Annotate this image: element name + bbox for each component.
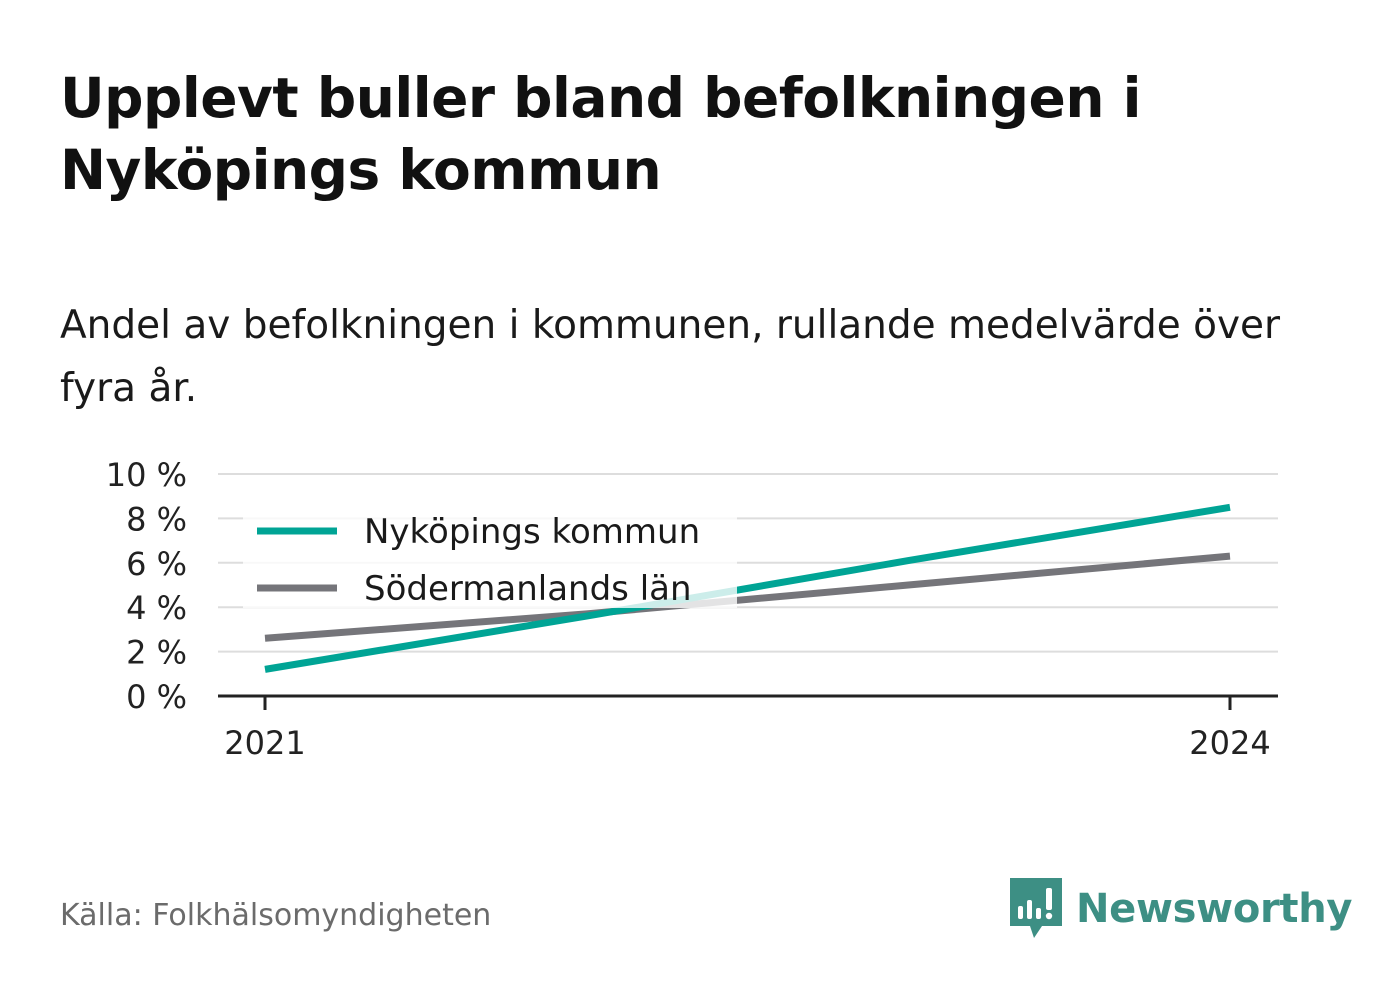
- chart-title: Upplevt buller bland befolkningen i Nykö…: [60, 66, 1141, 202]
- series-line: [264, 552, 1231, 642]
- y-tick-label: 0 %: [126, 678, 187, 716]
- y-tick-label: 8 %: [126, 500, 187, 538]
- line-chart: 0 % 2 % 4 % 6 % 8 % 10 % Nyköpings kommun Söde…: [106, 456, 1278, 762]
- source-note: Källa: Folkhälsomyndigheten: [60, 898, 492, 933]
- newsworthy-logo-icon: [1010, 878, 1062, 938]
- series-line: [264, 503, 1231, 673]
- x-axis: 2021 2024: [218, 694, 1278, 762]
- y-tick-label: 10 %: [106, 456, 187, 494]
- series-lines: [264, 503, 1231, 673]
- y-axis-ticks: 0 % 2 % 4 % 6 % 8 % 10 %: [106, 456, 187, 716]
- y-tick-label: 6 %: [126, 545, 187, 583]
- legend-label: Nyköpings kommun: [364, 512, 700, 552]
- legend: Nyköpings kommun Södermanlands län: [243, 504, 737, 609]
- x-tick-label: 2024: [1189, 724, 1270, 762]
- brand-name: Newsworthy: [1076, 886, 1353, 932]
- y-tick-label: 4 %: [126, 589, 187, 627]
- legend-label: Södermanlands län: [364, 569, 692, 609]
- y-tick-label: 2 %: [126, 634, 187, 672]
- chart-subtitle: Andel av befolkningen i kommunen, rullan…: [60, 303, 1281, 411]
- x-tick-label: 2021: [224, 724, 305, 762]
- brand-logo: Newsworthy: [1010, 878, 1353, 940]
